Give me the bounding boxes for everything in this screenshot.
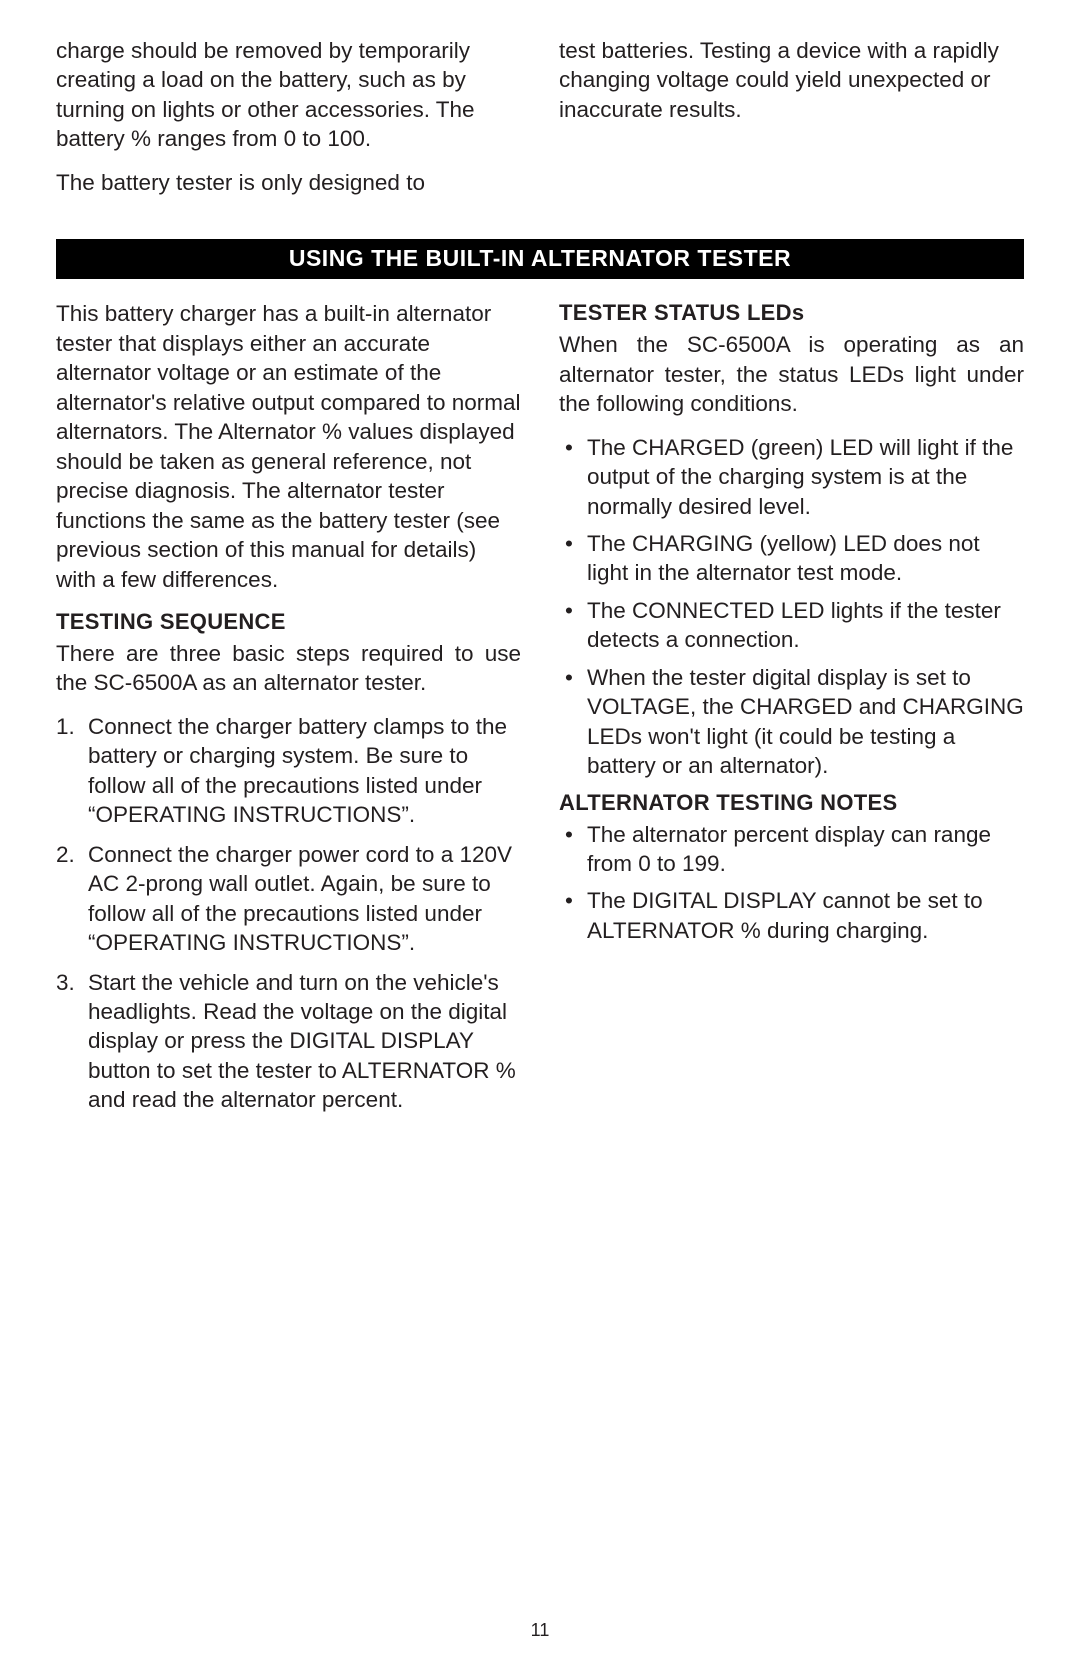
tester-status-leds-intro: When the SC-6500A is operating as an alt… (559, 330, 1024, 418)
section-heading-banner: USING THE BUILT-IN ALTERNATOR TESTER (56, 239, 1024, 279)
intro-paragraph: This battery charger has a built-in alte… (56, 299, 521, 594)
tester-status-leds-heading: TESTER STATUS LEDs (559, 299, 1024, 328)
top-right-column: test batteries. Testing a device with a … (559, 36, 1024, 211)
left-column: This battery charger has a built-in alte… (56, 299, 521, 1125)
list-item: The DIGITAL DISPLAY cannot be set to ALT… (559, 886, 1024, 945)
testing-sequence-heading: TESTING SEQUENCE (56, 608, 521, 637)
tester-status-leds-list: The CHARGED (green) LED will light if th… (559, 433, 1024, 781)
step-item: Start the vehicle and turn on the vehicl… (56, 968, 521, 1115)
step-item: Connect the charger power cord to a 120V… (56, 840, 521, 958)
testing-sequence-intro: There are three basic steps required to … (56, 639, 521, 698)
list-item: The CHARGED (green) LED will light if th… (559, 433, 1024, 521)
top-continuation-columns: charge should be removed by temporarily … (56, 36, 1024, 211)
list-item: The CHARGING (yellow) LED does not light… (559, 529, 1024, 588)
top-right-paragraph-1: test batteries. Testing a device with a … (559, 36, 1024, 124)
alternator-testing-notes-heading: ALTERNATOR TESTING NOTES (559, 789, 1024, 818)
alternator-testing-notes-list: The alternator percent display can range… (559, 820, 1024, 946)
main-columns: This battery charger has a built-in alte… (56, 299, 1024, 1125)
right-column: TESTER STATUS LEDs When the SC-6500A is … (559, 299, 1024, 1125)
list-item: When the tester digital display is set t… (559, 663, 1024, 781)
testing-sequence-steps: Connect the charger battery clamps to th… (56, 712, 521, 1115)
step-item: Connect the charger battery clamps to th… (56, 712, 521, 830)
page-number: 11 (0, 1620, 1080, 1641)
list-item: The CONNECTED LED lights if the tester d… (559, 596, 1024, 655)
list-item: The alternator percent display can range… (559, 820, 1024, 879)
top-left-column: charge should be removed by temporarily … (56, 36, 521, 211)
top-left-paragraph-2: The battery tester is only designed to (56, 168, 521, 197)
top-left-paragraph-1: charge should be removed by temporarily … (56, 36, 521, 154)
